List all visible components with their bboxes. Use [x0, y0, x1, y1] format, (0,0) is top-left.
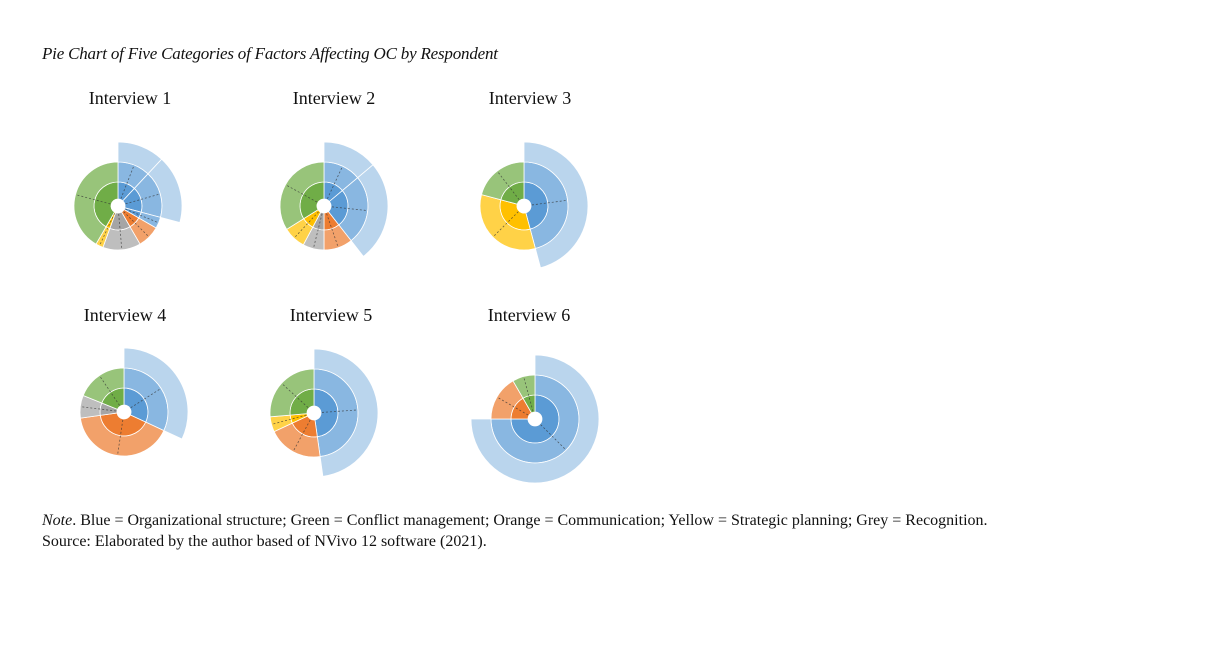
sunburst-interview-6	[470, 354, 600, 484]
slice-organizational-structure-ring-3	[123, 347, 189, 440]
connector-line	[531, 200, 566, 206]
slice-conflict-management-ring-2	[481, 161, 525, 201]
connector-line	[327, 167, 343, 199]
pie-title: Interview 2	[292, 88, 376, 108]
connector-line	[498, 397, 529, 416]
center-hole	[317, 199, 331, 213]
connector-line	[117, 419, 124, 454]
center-hole	[111, 199, 125, 213]
center-hole	[517, 199, 531, 213]
connector-line	[331, 206, 366, 211]
pie-title: Interview 6	[487, 305, 571, 325]
pie-title: Interview 3	[488, 88, 572, 108]
sunburst-interview-4	[79, 347, 189, 457]
slice-organizational-structure-ring-3	[523, 141, 589, 269]
panel-interview-5: Interview 5	[231, 305, 431, 515]
connector-line	[120, 166, 134, 199]
pie-title: Interview 4	[83, 305, 167, 325]
slice-conflict-management-ring-2	[512, 374, 536, 399]
connector-line	[523, 378, 534, 412]
connector-line	[123, 211, 148, 236]
connector-line	[99, 213, 115, 245]
connector-line	[273, 414, 307, 425]
slice-conflict-management-ring-2	[73, 161, 119, 245]
slice-communication-ring-2	[79, 414, 165, 457]
pie-title: Interview 1	[88, 88, 172, 108]
connector-line	[494, 211, 519, 236]
center-hole	[117, 405, 131, 419]
connector-line	[321, 409, 356, 413]
connector-line	[282, 384, 309, 408]
slice-organizational-structure-ring-3	[313, 348, 379, 477]
connector-line	[326, 213, 339, 246]
connector-line	[77, 194, 111, 205]
center-hole	[528, 412, 542, 426]
panel-interview-4: Interview 4	[25, 305, 225, 515]
sunburst-interview-1	[73, 141, 183, 251]
figure-note: Note. Blue = Organizational structure; G…	[42, 510, 988, 552]
note-text: . Blue = Organizational structure; Green…	[72, 512, 988, 529]
connector-line	[82, 406, 117, 412]
panel-interview-1: Interview 1	[30, 88, 230, 298]
connector-line	[293, 419, 311, 451]
slice-organizational-structure-ring-3	[470, 354, 600, 484]
slice-conflict-management-ring-2	[82, 367, 125, 404]
sunburst-interview-2	[279, 141, 389, 257]
connector-line	[313, 213, 323, 247]
note-lead: Note	[42, 512, 73, 529]
panel-interview-3: Interview 3	[430, 88, 630, 298]
pie-title: Interview 5	[289, 305, 373, 325]
sunburst-interview-5	[269, 348, 379, 477]
connector-line	[125, 194, 159, 205]
connector-line	[118, 213, 123, 248]
connector-line	[130, 389, 160, 409]
slice-organizational-structure-ring-3	[147, 158, 183, 224]
panel-interview-2: Interview 2	[234, 88, 434, 298]
connector-line	[100, 376, 120, 406]
connector-line	[295, 211, 319, 237]
connector-line	[287, 185, 318, 203]
connector-line	[498, 172, 520, 200]
connector-line	[540, 424, 565, 449]
figure-title: Pie Chart of Five Categories of Factors …	[42, 44, 498, 63]
slice-conflict-management-ring-2	[279, 161, 325, 230]
connector-line	[125, 208, 157, 223]
center-hole	[307, 406, 321, 420]
note-legend-line: Note. Blue = Organizational structure; G…	[42, 510, 988, 531]
panel-interview-6: Interview 6	[429, 305, 629, 515]
slice-organizational-structure-ring-3	[350, 164, 389, 257]
note-source: Source: Elaborated by the author based o…	[42, 533, 487, 550]
sunburst-interview-3	[479, 141, 589, 269]
